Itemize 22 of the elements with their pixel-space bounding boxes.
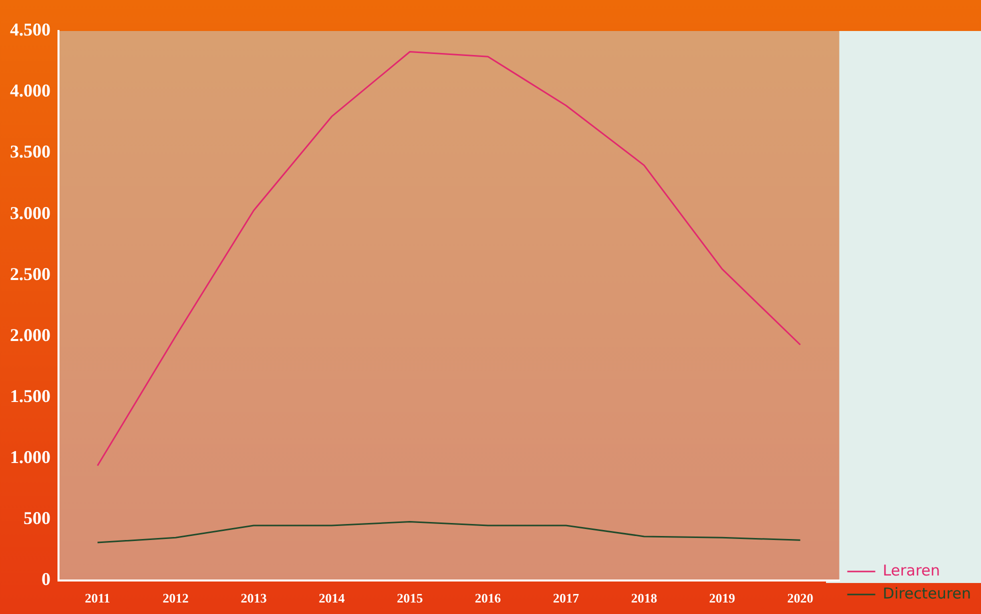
x-tick-label: 2017 xyxy=(553,590,580,606)
x-tick-label: 2019 xyxy=(709,590,736,606)
y-tick-label: 4.000 xyxy=(10,80,50,101)
y-tick-label: 2.000 xyxy=(10,324,50,345)
x-tick-label: 2016 xyxy=(474,590,502,606)
y-tick-label: 3.000 xyxy=(10,202,50,223)
x-tick-label: 2018 xyxy=(631,590,658,606)
x-tick-label: 2011 xyxy=(84,590,110,606)
x-tick-label: 2015 xyxy=(396,590,424,606)
legend-label: Directeuren xyxy=(882,584,972,602)
y-tick-label: 3.500 xyxy=(10,142,50,162)
y-tick-label: 4.500 xyxy=(10,20,50,40)
legend-label: Leraren xyxy=(882,561,940,580)
x-tick-label: 2014 xyxy=(318,590,346,606)
y-tick-label: 2.500 xyxy=(10,264,50,284)
y-tick-label: 500 xyxy=(24,508,50,528)
y-tick-label: 1.500 xyxy=(10,386,50,406)
y-tick-label: 0 xyxy=(42,569,50,590)
x-tick-label: 2012 xyxy=(162,590,189,606)
y-tick-label: 1.000 xyxy=(10,446,50,467)
x-tick-label: 2020 xyxy=(787,590,814,606)
x-tick-label: 2013 xyxy=(240,590,268,606)
